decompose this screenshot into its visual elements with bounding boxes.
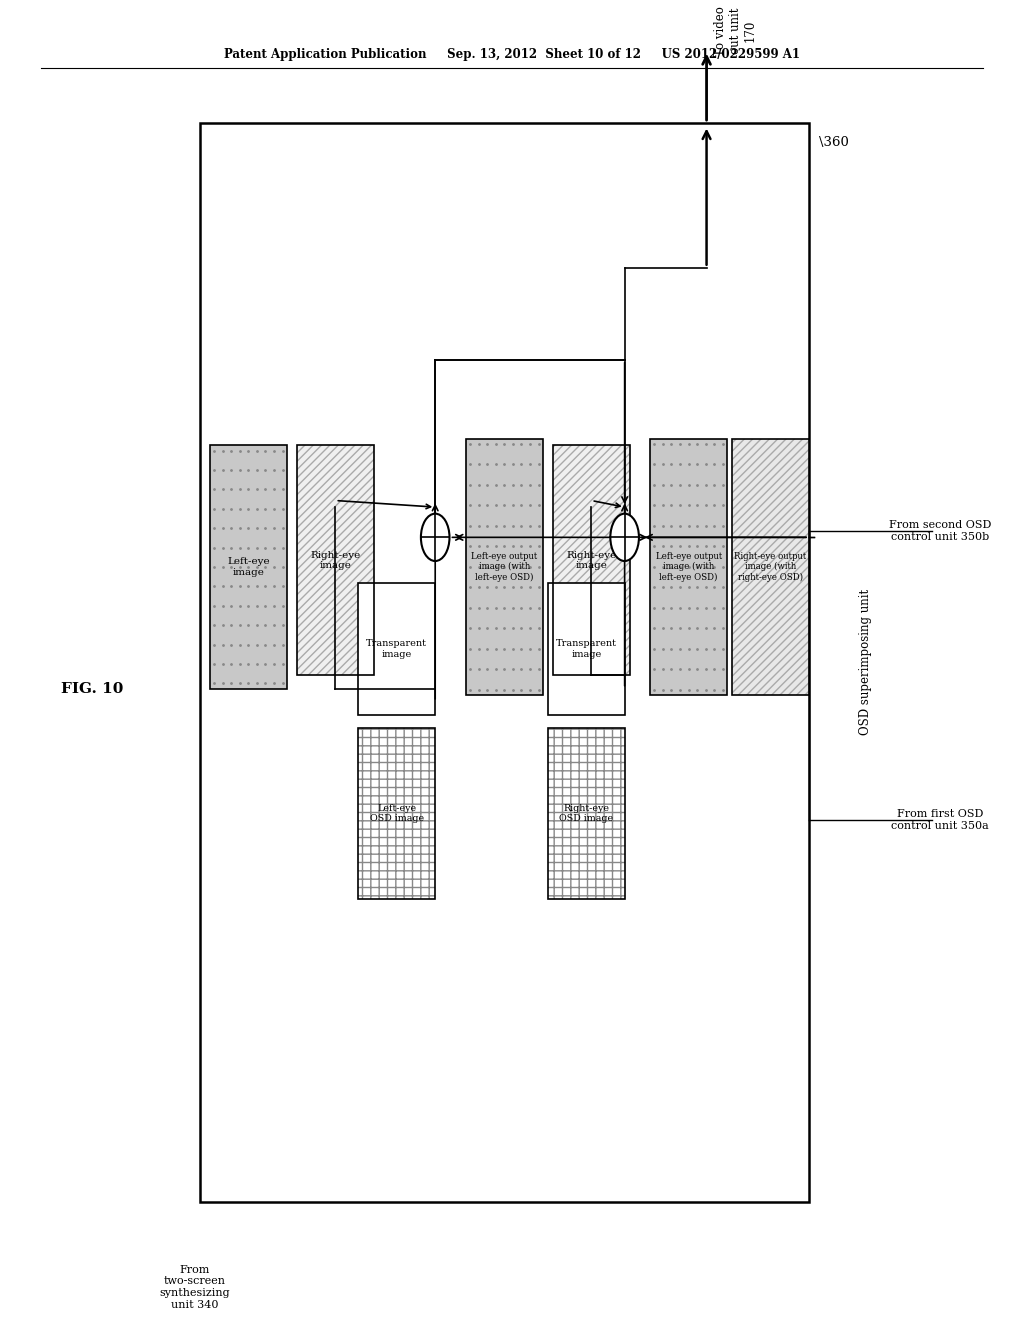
Text: Right-eye
image: Right-eye image <box>566 550 616 570</box>
Bar <box>297 445 374 676</box>
Text: Left-eye
OSD image: Left-eye OSD image <box>370 804 424 824</box>
Text: From
two-screen
synthesizing
unit 340: From two-screen synthesizing unit 340 <box>160 1265 229 1309</box>
Text: FIG. 10: FIG. 10 <box>61 681 123 696</box>
Text: Right-eye
OSD image: Right-eye OSD image <box>559 804 613 824</box>
Bar <box>358 729 435 899</box>
Text: OSD superimposing unit: OSD superimposing unit <box>859 589 871 735</box>
Text: Left-eye output
image (with
left-eye OSD): Left-eye output image (with left-eye OSD… <box>471 552 538 582</box>
Bar <box>466 438 543 696</box>
Bar <box>548 583 625 715</box>
Text: From second OSD
control unit 350b: From second OSD control unit 350b <box>889 520 991 541</box>
Ellipse shape <box>421 513 450 561</box>
Text: Patent Application Publication     Sep. 13, 2012  Sheet 10 of 12     US 2012/022: Patent Application Publication Sep. 13, … <box>224 48 800 61</box>
Bar <box>466 438 543 696</box>
Bar <box>358 583 435 715</box>
Bar <box>650 438 727 696</box>
Bar <box>200 123 809 1201</box>
Text: Left-eye output
image (with
left-eye OSD): Left-eye output image (with left-eye OSD… <box>655 552 722 582</box>
Bar <box>297 445 374 676</box>
Bar <box>358 729 435 899</box>
Ellipse shape <box>610 513 639 561</box>
Bar <box>553 445 630 676</box>
Text: Transparent
image: Transparent image <box>556 639 616 659</box>
Bar <box>548 729 625 899</box>
Bar <box>210 445 287 689</box>
Text: Right-eye
image: Right-eye image <box>310 550 360 570</box>
Bar <box>210 445 287 689</box>
Text: To video
out unit
170: To video out unit 170 <box>714 7 757 55</box>
Text: Left-eye
image: Left-eye image <box>227 557 269 577</box>
Text: From first OSD
control unit 350a: From first OSD control unit 350a <box>891 809 989 832</box>
Text: Transparent
image: Transparent image <box>367 639 427 659</box>
Bar <box>732 438 809 696</box>
Bar <box>358 583 435 715</box>
Bar <box>548 583 625 715</box>
Bar <box>553 445 630 676</box>
Text: Right-eye output
image (with
right-eye OSD): Right-eye output image (with right-eye O… <box>734 552 807 582</box>
Bar <box>650 438 727 696</box>
Text: \360: \360 <box>819 136 849 149</box>
Bar <box>548 729 625 899</box>
Bar <box>732 438 809 696</box>
